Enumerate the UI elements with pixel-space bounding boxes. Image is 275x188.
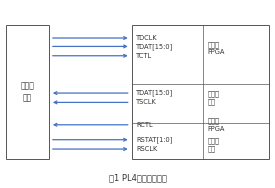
Text: 链路层
设备: 链路层 设备 — [207, 137, 219, 152]
Text: 接收器
FPGA: 接收器 FPGA — [207, 118, 225, 132]
Text: TDCLK: TDCLK — [136, 35, 158, 41]
Text: TSCLK: TSCLK — [136, 99, 157, 105]
Text: 发送器
FPGA: 发送器 FPGA — [207, 41, 225, 55]
Bar — [6, 25, 49, 159]
Text: 图1 PL4接口设计模型: 图1 PL4接口设计模型 — [109, 174, 166, 183]
Bar — [132, 25, 269, 159]
Text: RSTAT[1:0]: RSTAT[1:0] — [136, 136, 172, 143]
Text: 物理层
设备: 物理层 设备 — [20, 82, 34, 102]
Text: TCTL: TCTL — [136, 53, 152, 59]
Text: TDAT[15:0]: TDAT[15:0] — [136, 43, 173, 50]
Text: RCTL: RCTL — [136, 122, 153, 128]
Text: 链路层
设备: 链路层 设备 — [207, 90, 219, 105]
Text: RSCLK: RSCLK — [136, 146, 157, 152]
Text: TDAT[15:0]: TDAT[15:0] — [136, 90, 173, 96]
